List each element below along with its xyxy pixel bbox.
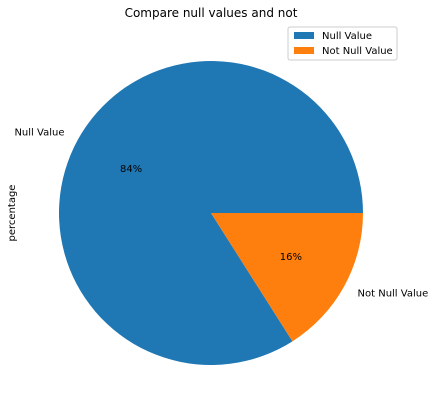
pie-slice-not-null-value [211, 213, 363, 342]
pie-slice-labels: Null Value 84% Not Null Value 16% [14, 127, 428, 299]
legend-swatch-not-null-value [294, 47, 314, 54]
slice-label-null-value: Null Value [14, 127, 64, 138]
slice-pct-not-null-value: 16% [280, 252, 302, 263]
legend-swatch-null-value [294, 32, 314, 39]
legend: Null Value Not Null Value [287, 26, 398, 61]
slice-pct-null-value: 84% [120, 164, 142, 175]
pie-slices [58, 61, 364, 366]
legend-frame [287, 26, 398, 61]
legend-label-not-null-value: Not Null Value [322, 46, 393, 57]
legend-label-null-value: Null Value [322, 31, 372, 42]
chart-title: Compare null values and not [125, 6, 298, 20]
y-axis-label: percentage [7, 185, 18, 242]
slice-label-not-null-value: Not Null Value [358, 289, 429, 300]
